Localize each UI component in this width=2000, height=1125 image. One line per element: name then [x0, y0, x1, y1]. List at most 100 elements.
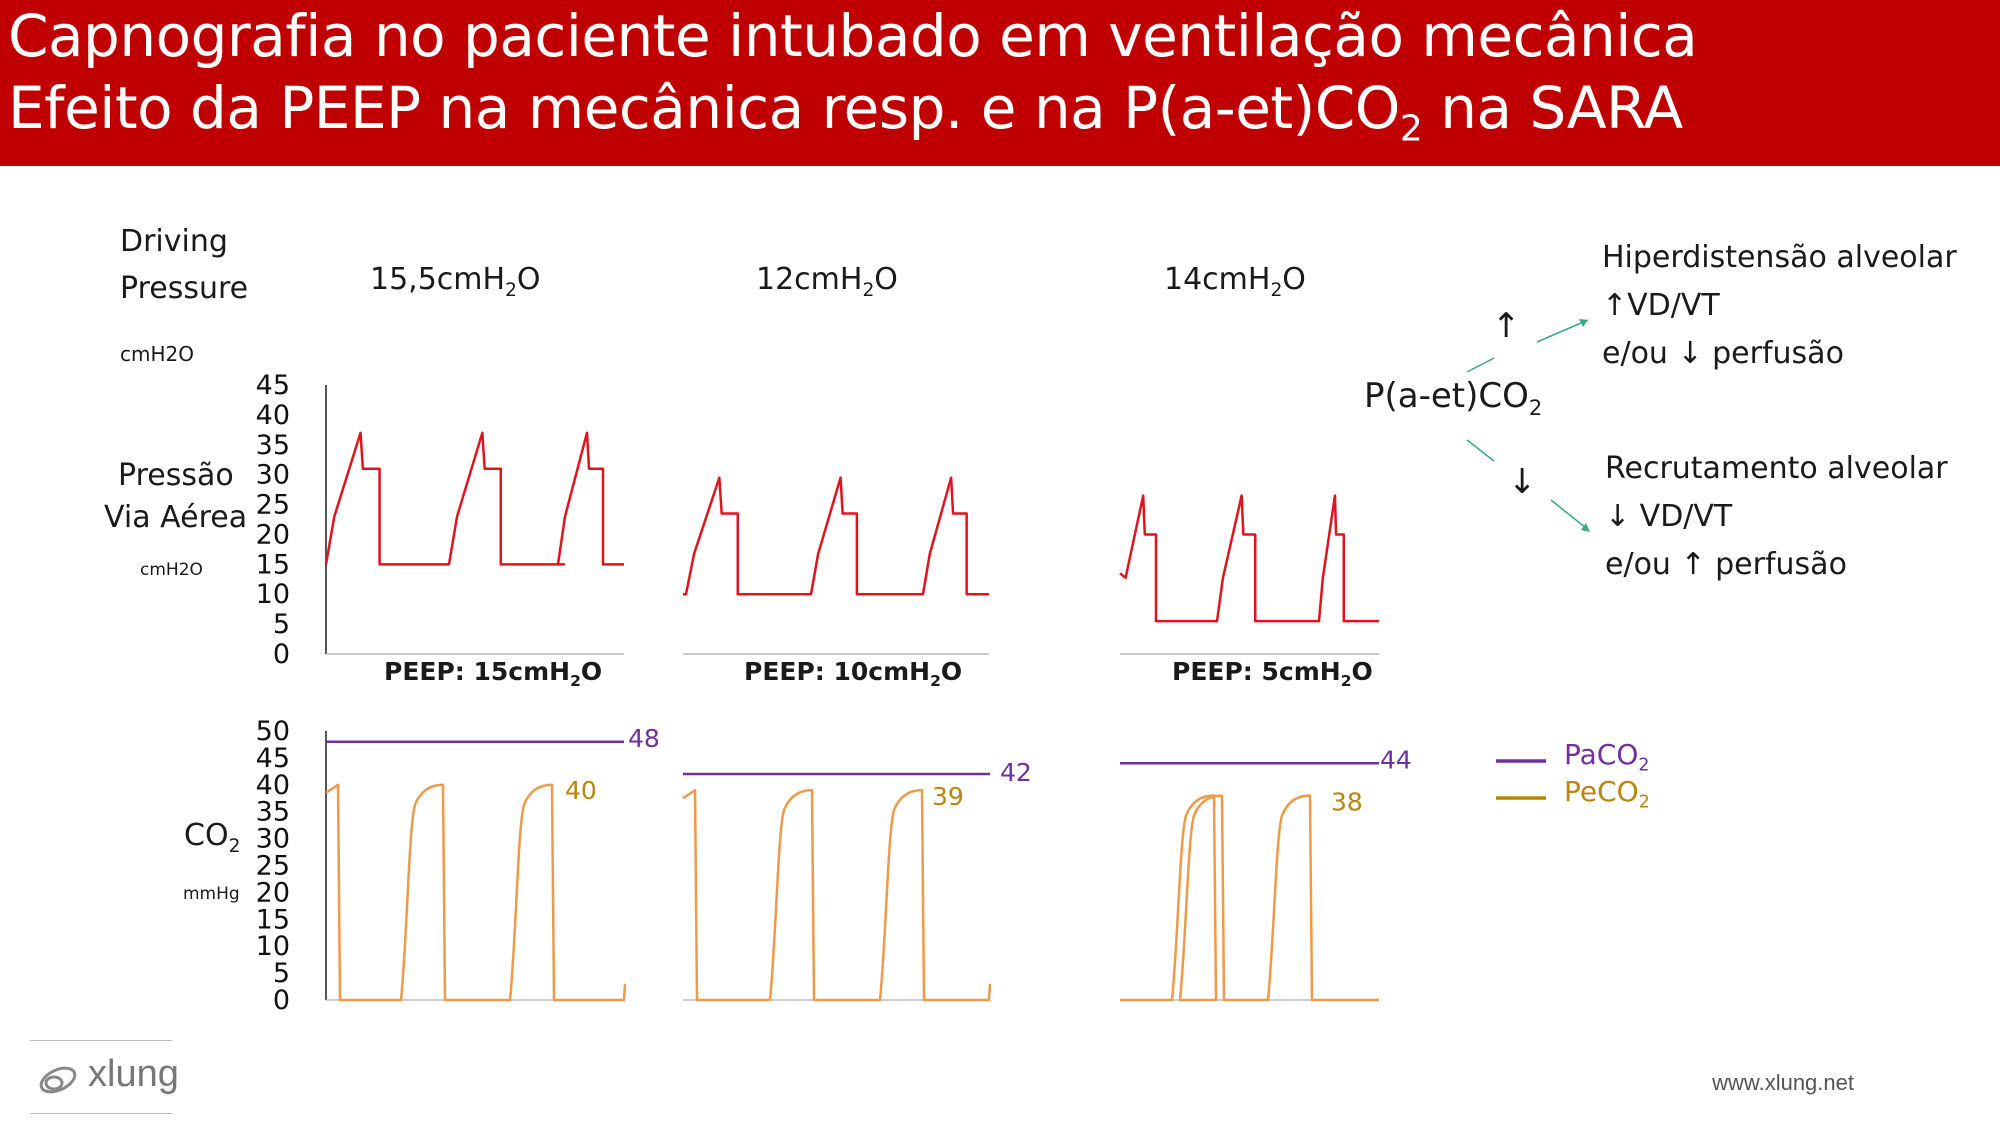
- peco2-capnogram-1: [325, 783, 627, 1002]
- peep-1-unit: O: [580, 657, 603, 686]
- driving-value-1-text: 15,5cmH: [370, 262, 506, 297]
- peep-3-subscript: 2: [1340, 672, 1352, 690]
- airway-pressure-label-2: Via Aérea: [104, 500, 248, 535]
- pressure-waveforms: [324, 431, 1379, 623]
- upper-effect-line-3: e/ou ↓ perfusão: [1602, 336, 1844, 371]
- peco2-value-2: 39: [932, 782, 964, 811]
- pressure-waveform-3: [1119, 494, 1379, 623]
- annotation-arrows: [1466, 319, 1590, 532]
- paco2-value-2: 42: [1000, 758, 1032, 787]
- peep-label-1: PEEP: 15cmH2O: [384, 657, 602, 690]
- connector-down-arrowhead: [1581, 523, 1590, 532]
- pressure-tick-10: 10: [256, 579, 290, 610]
- driving-value-2-subscript: 2: [862, 280, 875, 301]
- pressure-waveform-1: [324, 431, 624, 566]
- pressure-tick-45: 45: [256, 370, 290, 401]
- connector-down-long: [1550, 499, 1587, 529]
- peep-1-text: PEEP: 15cmH: [384, 657, 571, 686]
- pressure-tick-15: 15: [256, 549, 290, 580]
- driving-pressure-unit: cmH2O: [120, 342, 194, 366]
- pressure-waveform-2: [683, 476, 989, 596]
- increase-arrow: ↑: [1492, 306, 1521, 346]
- website-url: www.xlung.net: [1712, 1070, 1854, 1095]
- legend-peco2-text: PeCO: [1564, 775, 1639, 808]
- paet-subscript: 2: [1528, 394, 1543, 420]
- xlung-logo: xlung: [30, 1040, 179, 1114]
- driving-pressure-value-2: 12cmH2O: [756, 262, 898, 301]
- legend-paco2-text: PaCO: [1564, 738, 1639, 771]
- driving-pressure-value-3: 14cmH2O: [1164, 262, 1306, 301]
- legend-paco2: PaCO2: [1564, 738, 1649, 776]
- co2-label: CO2: [184, 818, 240, 857]
- paet-co2-label: P(a-et)CO2: [1364, 376, 1542, 420]
- pressure-tick-25: 25: [256, 490, 290, 521]
- peep-2-unit: O: [940, 657, 963, 686]
- driving-value-3-unit: O: [1282, 262, 1306, 297]
- driving-value-1-subscript: 2: [505, 280, 517, 301]
- connector-up-arrowhead: [1579, 319, 1588, 327]
- airway-pressure-label-1: Pressão: [118, 458, 234, 493]
- driving-pressure-value-1: 15,5cmH2O: [370, 262, 541, 301]
- co2-tick-15: 15: [256, 904, 290, 935]
- legend-peco2-subscript: 2: [1638, 792, 1650, 813]
- co2-tick-5: 5: [273, 958, 290, 989]
- co2-tick-45: 45: [256, 743, 290, 774]
- pressure-tick-35: 35: [256, 430, 290, 461]
- pressure-tick-20: 20: [256, 519, 290, 550]
- driving-value-3-text: 14cmH: [1164, 262, 1271, 297]
- slide-title-line-1: Capnografia no paciente intubado em vent…: [8, 2, 1698, 70]
- slide-header: Capnografia no paciente intubado em vent…: [0, 0, 2000, 166]
- peep-2-text: PEEP: 10cmH: [744, 657, 931, 686]
- pressure-tick-5: 5: [273, 609, 290, 640]
- connector-up-short: [1466, 357, 1495, 373]
- legend-paco2-subscript: 2: [1638, 755, 1650, 776]
- co2-tick-0: 0: [273, 985, 290, 1016]
- peep-3-unit: O: [1351, 657, 1373, 686]
- co2-label-subscript: 2: [228, 836, 241, 857]
- legend-lines: [1496, 759, 1546, 800]
- peco2-value-3: 38: [1331, 788, 1363, 817]
- xlung-logo-text: xlung: [88, 1053, 179, 1095]
- decrease-arrow: ↓: [1508, 462, 1537, 502]
- driving-pressure-label-2: Pressure: [120, 271, 249, 306]
- peep-label-3: PEEP: 5cmH2O: [1172, 657, 1373, 690]
- peep-2-subscript: 2: [930, 672, 941, 690]
- driving-value-1-unit: O: [516, 262, 541, 297]
- legend-peco2: PeCO2: [1564, 775, 1650, 813]
- xlung-logo-icon: [39, 1066, 77, 1094]
- lower-effect-line-1: Recrutamento alveolar: [1605, 451, 1948, 486]
- co2-tick-35: 35: [256, 797, 290, 828]
- peep-1-subscript: 2: [570, 672, 581, 690]
- co2-unit: mmHg: [183, 884, 240, 904]
- co2-tick-40: 40: [256, 770, 290, 801]
- co2-tick-10: 10: [256, 931, 290, 962]
- driving-value-3-subscript: 2: [1270, 280, 1283, 301]
- upper-effect-line-2: ↑VD/VT: [1602, 288, 1720, 323]
- lower-effect-line-3: e/ou ↑ perfusão: [1605, 547, 1847, 582]
- co2-label-text: CO: [184, 818, 229, 853]
- upper-effect-line-1: Hiperdistensão alveolar: [1602, 240, 1957, 275]
- chart-axes: [325, 385, 1379, 1001]
- connector-down-short: [1466, 439, 1495, 462]
- peco2-capnogram-2: [682, 788, 992, 1002]
- co2-tick-20: 20: [256, 877, 290, 908]
- paco2-value-3: 44: [1380, 745, 1412, 774]
- title-line-2-text: Efeito da PEEP na mecânica resp. e na P(…: [8, 74, 1400, 142]
- title-line-2-end: na SARA: [1422, 74, 1683, 142]
- paco2-value-1: 48: [628, 724, 660, 753]
- peco2-capnogram-3: [1120, 794, 1379, 1002]
- airway-pressure-unit: cmH2O: [140, 560, 203, 580]
- pressure-tick-40: 40: [256, 400, 290, 431]
- peco2-value-1: 40: [565, 776, 597, 805]
- paet-text: P(a-et)CO: [1364, 376, 1529, 416]
- co2-tick-25: 25: [256, 851, 290, 882]
- pressure-tick-0: 0: [273, 639, 290, 670]
- title-line-2-subscript: 2: [1399, 108, 1423, 150]
- peep-label-2: PEEP: 10cmH2O: [744, 657, 962, 690]
- driving-value-2-unit: O: [874, 262, 898, 297]
- co2-value-labels: 48 42 44 40 39 38: [565, 724, 1412, 817]
- co2-tick-30: 30: [256, 824, 290, 855]
- co2-waveforms: [325, 740, 1379, 1002]
